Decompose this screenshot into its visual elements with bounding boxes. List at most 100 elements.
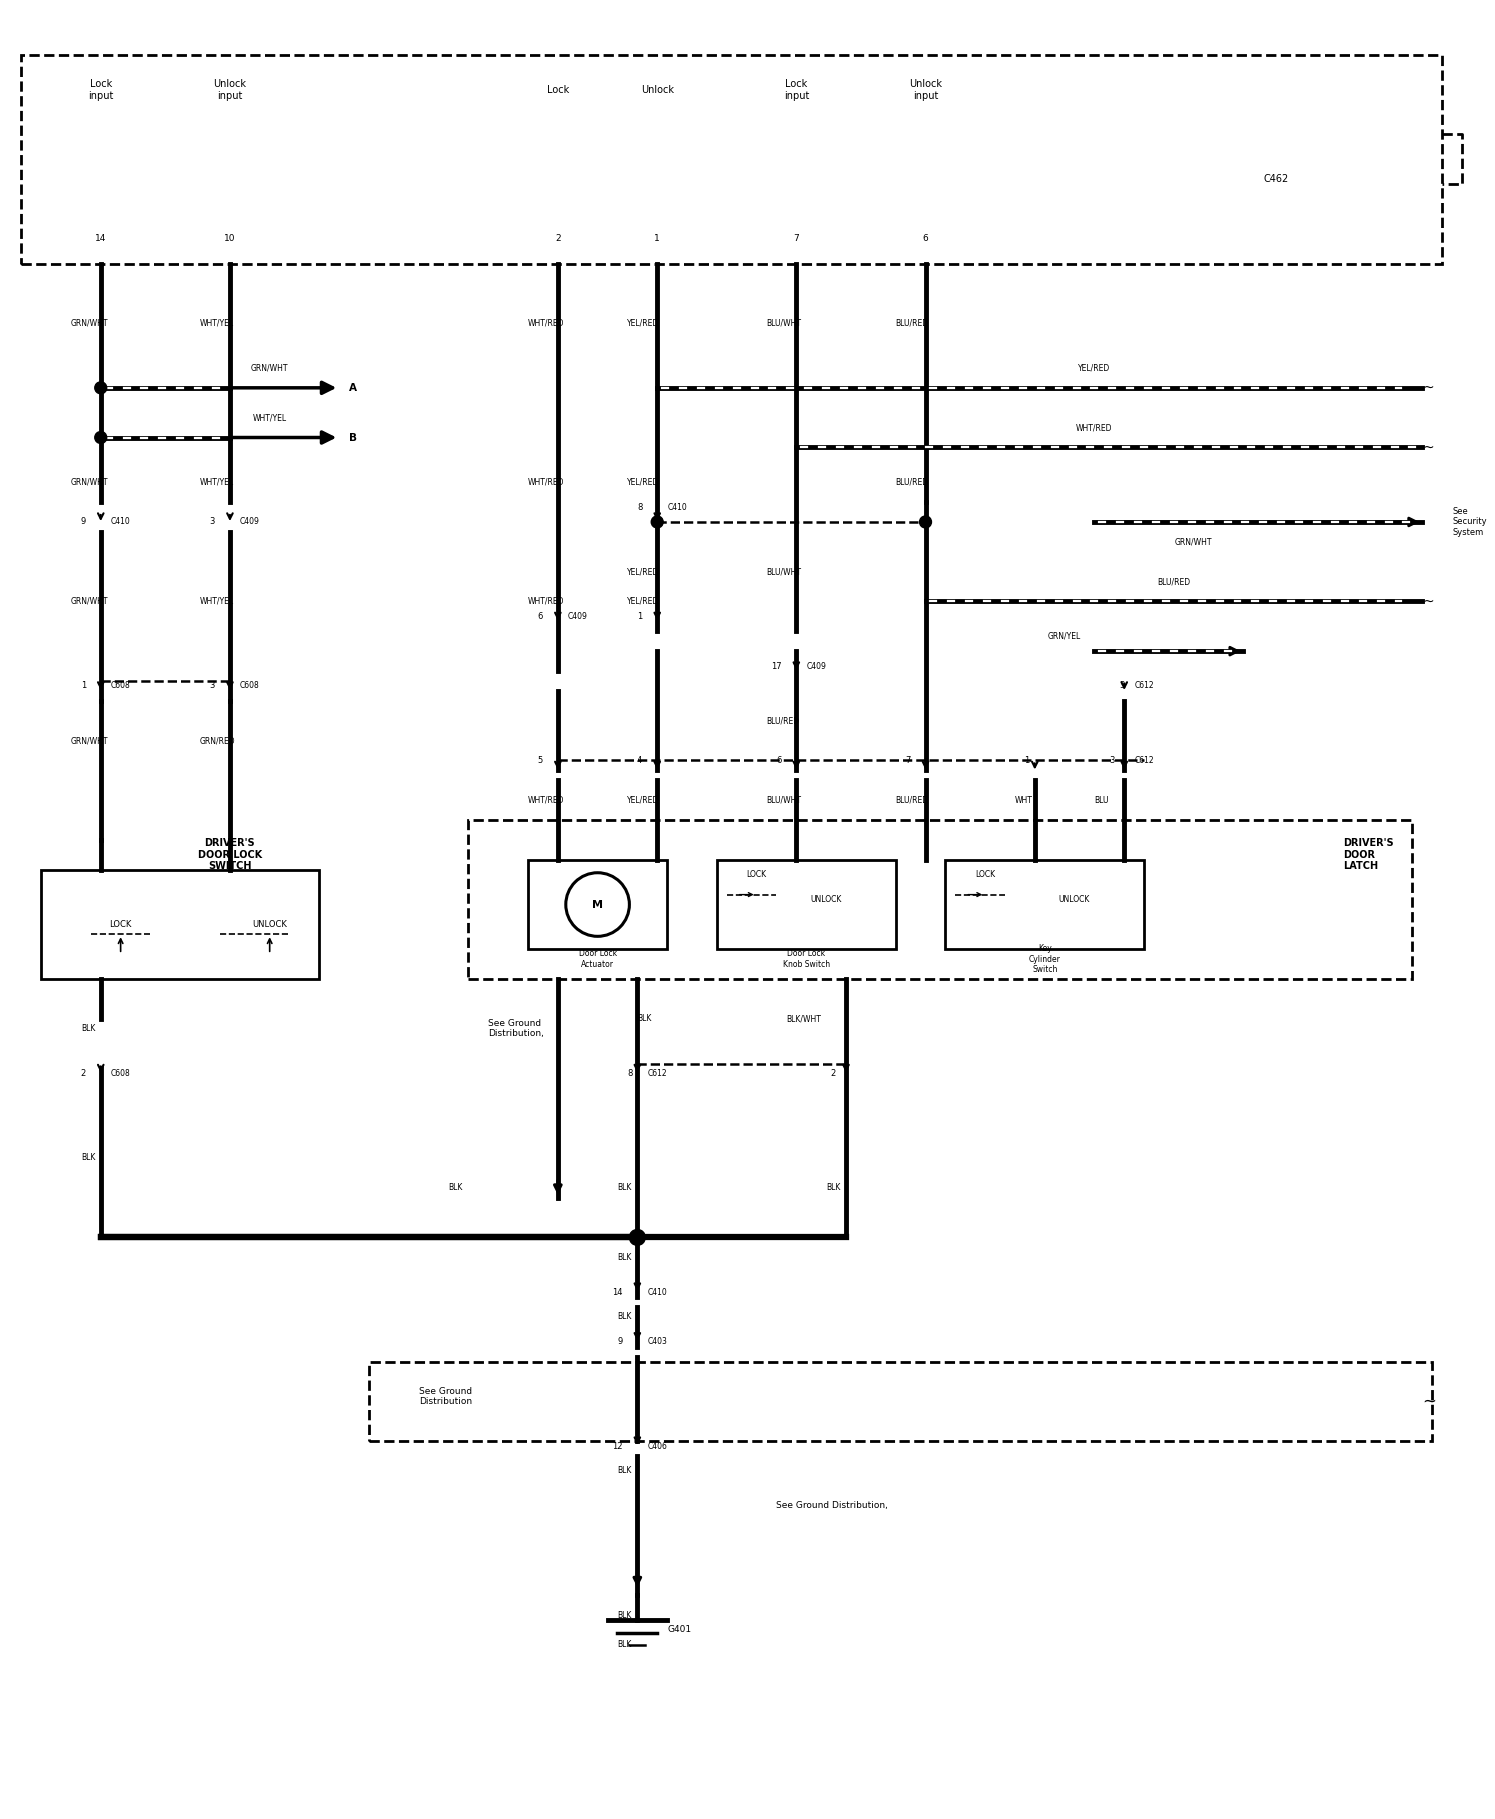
Text: GRN/WHT: GRN/WHT	[70, 318, 109, 327]
Text: See Ground
Distribution: See Ground Distribution	[419, 1386, 472, 1406]
Text: LOCK: LOCK	[109, 920, 132, 930]
Text: BLK: BLK	[827, 1182, 840, 1191]
Text: WHT/YEL: WHT/YEL	[200, 597, 235, 606]
Text: C409: C409	[806, 662, 827, 671]
Text: 7: 7	[794, 235, 800, 244]
Text: C409: C409	[568, 611, 588, 620]
Text: 1: 1	[1024, 757, 1030, 766]
Text: BLK: BLK	[617, 1311, 632, 1321]
Text: C612: C612	[1135, 682, 1154, 691]
Text: 10: 10	[224, 235, 236, 244]
Text: 5: 5	[538, 757, 543, 766]
Text: Lock
input: Lock input	[88, 78, 114, 100]
Text: 9: 9	[617, 1337, 622, 1346]
Bar	[369, 1362, 1432, 1441]
Text: B: B	[350, 433, 357, 442]
Text: Key
Cylinder
Switch: Key Cylinder Switch	[1029, 944, 1060, 975]
Text: WHT/RED: WHT/RED	[528, 795, 565, 804]
Text: GRN/WHT: GRN/WHT	[70, 597, 109, 606]
Text: LOCK: LOCK	[975, 869, 996, 879]
Text: WHT/YEL: WHT/YEL	[253, 413, 287, 422]
Text: YEL/RED: YEL/RED	[628, 478, 659, 487]
Text: C406: C406	[647, 1442, 667, 1450]
Text: LOCK: LOCK	[746, 869, 767, 879]
Circle shape	[629, 1230, 646, 1246]
Text: BLK: BLK	[81, 1153, 96, 1162]
Text: C612: C612	[647, 1070, 667, 1079]
Bar	[21, 55, 1443, 264]
Text: 12: 12	[611, 1442, 622, 1450]
Text: GRN/YEL: GRN/YEL	[1048, 631, 1081, 640]
Text: WHT/RED: WHT/RED	[528, 597, 565, 606]
Text: WHT: WHT	[1015, 795, 1033, 804]
Text: C410: C410	[647, 1288, 667, 1297]
Text: 17: 17	[771, 662, 782, 671]
Text: WHT/YEL: WHT/YEL	[200, 478, 235, 487]
Text: 3: 3	[209, 682, 215, 691]
Text: YEL/RED: YEL/RED	[628, 318, 659, 327]
Text: ~: ~	[1422, 440, 1434, 455]
Text: WHT/YEL: WHT/YEL	[200, 318, 235, 327]
Text: 6: 6	[776, 757, 782, 766]
Text: BLU/RED: BLU/RED	[896, 478, 928, 487]
Text: See Ground Distribution,: See Ground Distribution,	[776, 1501, 888, 1510]
Text: WHT/RED: WHT/RED	[528, 318, 565, 327]
Text: UNLOCK: UNLOCK	[1058, 895, 1090, 904]
Text: 8: 8	[626, 1070, 632, 1079]
Text: BLU: BLU	[1094, 795, 1109, 804]
Text: ~: ~	[1422, 380, 1434, 395]
Text: BLU/RED: BLU/RED	[896, 795, 928, 804]
Text: Unlock: Unlock	[641, 85, 674, 95]
Text: UNLOCK: UNLOCK	[810, 895, 842, 904]
Text: C612: C612	[1135, 757, 1154, 766]
Text: Door Lock
Actuator: Door Lock Actuator	[579, 950, 616, 970]
Text: 6: 6	[538, 611, 543, 620]
Text: 7: 7	[906, 757, 910, 766]
Text: WHT/RED: WHT/RED	[528, 478, 565, 487]
Text: See
Security
System: See Security System	[1452, 508, 1486, 537]
Text: See Ground
Distribution,: See Ground Distribution,	[489, 1019, 544, 1039]
Circle shape	[94, 431, 106, 444]
Text: Lock
input: Lock input	[783, 78, 809, 100]
Text: C608: C608	[111, 682, 130, 691]
Text: 9: 9	[81, 517, 85, 526]
Circle shape	[919, 517, 931, 528]
Text: 8: 8	[637, 502, 643, 511]
Text: GRN/RED: GRN/RED	[200, 737, 236, 746]
Bar	[468, 820, 1413, 979]
Text: C410: C410	[667, 502, 686, 511]
Text: C410: C410	[111, 517, 130, 526]
Bar	[945, 860, 1144, 950]
Text: BLU/RED: BLU/RED	[1157, 577, 1190, 586]
Circle shape	[652, 517, 664, 528]
Text: BLK: BLK	[81, 1024, 96, 1033]
Text: WHT/RED: WHT/RED	[1076, 424, 1112, 433]
Text: C608: C608	[111, 1070, 130, 1079]
Text: GRN/WHT: GRN/WHT	[1175, 537, 1212, 546]
Text: 4: 4	[637, 757, 643, 766]
Text: BLU/WHT: BLU/WHT	[767, 568, 801, 577]
Text: Door Lock
Knob Switch: Door Lock Knob Switch	[783, 950, 830, 970]
Text: DRIVER'S
DOOR LOCK
SWITCH: DRIVER'S DOOR LOCK SWITCH	[197, 839, 262, 871]
Text: DRIVER'S
DOOR
LATCH: DRIVER'S DOOR LATCH	[1343, 839, 1393, 871]
Bar	[716, 860, 896, 950]
Text: BLK: BLK	[617, 1610, 632, 1619]
Text: G401: G401	[667, 1626, 691, 1635]
Text: Lock: Lock	[547, 85, 570, 95]
Text: 1: 1	[637, 611, 643, 620]
Text: 2: 2	[81, 1070, 85, 1079]
Text: 14: 14	[96, 235, 106, 244]
Text: 3: 3	[1109, 757, 1114, 766]
Text: BLU/RED: BLU/RED	[767, 717, 800, 726]
Text: C608: C608	[239, 682, 260, 691]
Text: BLU/WHT: BLU/WHT	[767, 795, 801, 804]
Text: ~: ~	[1422, 595, 1434, 609]
Text: GRN/WHT: GRN/WHT	[251, 364, 289, 373]
Circle shape	[94, 382, 106, 393]
Text: YEL/RED: YEL/RED	[628, 795, 659, 804]
Text: C403: C403	[647, 1337, 667, 1346]
Bar	[528, 860, 667, 950]
Text: 1: 1	[81, 682, 85, 691]
Text: YEL/RED: YEL/RED	[628, 597, 659, 606]
Text: 1: 1	[655, 235, 661, 244]
